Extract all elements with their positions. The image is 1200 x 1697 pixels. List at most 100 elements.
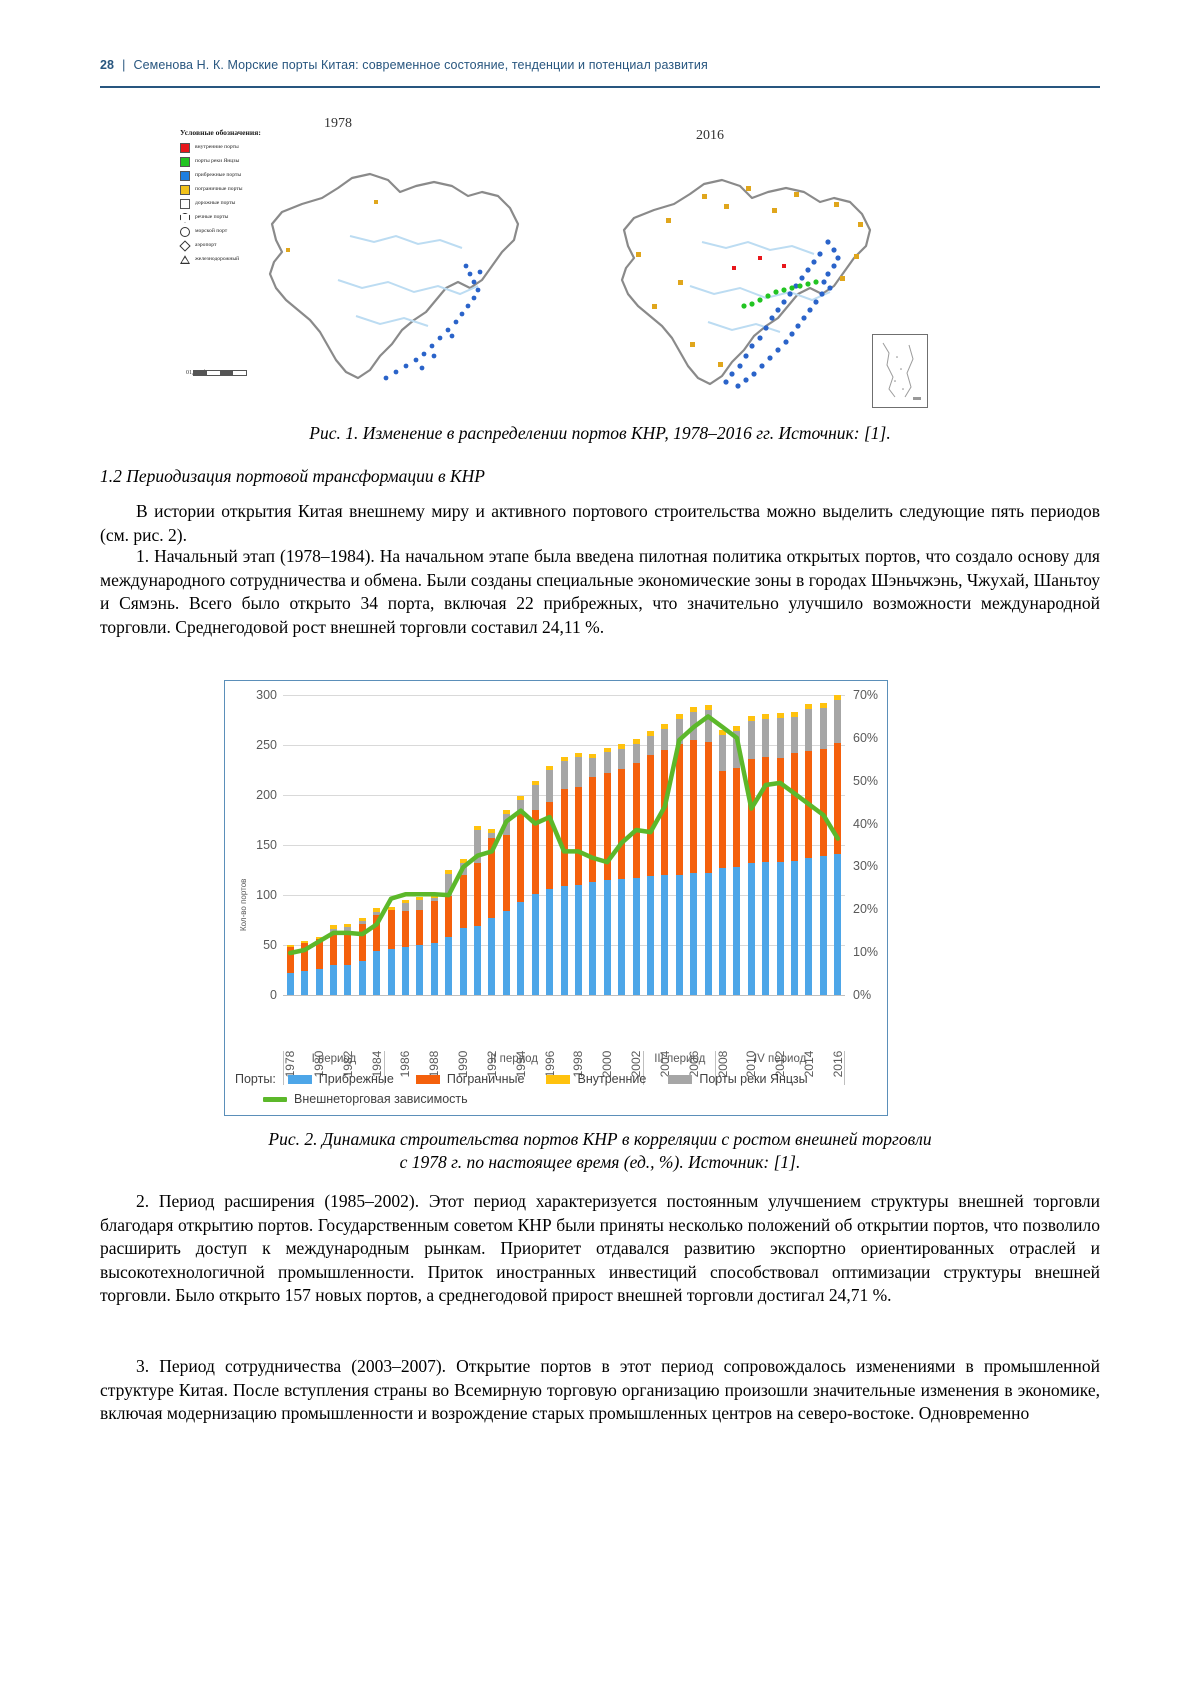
map-legend-label: морской порт [195, 229, 227, 235]
chart-bar-segment [618, 749, 625, 769]
chart-bar-segment [287, 973, 294, 995]
chart-legend: Порты: Прибрежные Пограничные Внутренние… [235, 1069, 875, 1109]
inland-color-swatch-icon [546, 1075, 570, 1084]
chart-bar-segment [402, 911, 409, 947]
legend-label-inland: Внутренние [577, 1072, 646, 1086]
chart-bar-segment [690, 740, 697, 873]
chart-bar-segment [690, 712, 697, 740]
chart-bar-segment [402, 947, 409, 995]
legend-key-coastal[interactable]: Прибрежные [288, 1072, 394, 1086]
chart-bar [777, 713, 784, 995]
chart-bar-segment [474, 926, 481, 995]
chart-bar-segment [445, 874, 452, 896]
chart-bar-segment [805, 751, 812, 858]
chart-bar-segment [834, 743, 841, 854]
chart-bar-segment [503, 835, 510, 911]
map-legend-label: порты реки Янцзы [195, 159, 239, 165]
chart-bar-segment [589, 882, 596, 995]
legend-label-border: Пограничные [447, 1072, 525, 1086]
page-number: 28 [100, 58, 114, 72]
chart-y2-tick-label: 70% [853, 688, 878, 702]
document-page: 28|Семенова Н. К. Морские порты Китая: с… [0, 0, 1200, 1697]
chart-bar [388, 907, 395, 995]
chart-bar-segment [532, 894, 539, 995]
chart-bar-segment [805, 709, 812, 751]
chart-bar [762, 714, 769, 995]
chart-bar-segment [503, 814, 510, 835]
chart-bar [316, 937, 323, 995]
chart-bar-segment [604, 773, 611, 880]
chart-bar-segment [661, 875, 668, 995]
figure-1-maps: 1978 2016 [178, 112, 928, 412]
chart-bar-segment [820, 708, 827, 749]
chart-bar [618, 744, 625, 995]
running-head-title: Семенова Н. К. Морские порты Китая: совр… [133, 58, 707, 72]
chart-bar-segment [791, 753, 798, 861]
chart-bar [805, 704, 812, 995]
chart-bar-segment [517, 814, 524, 902]
map-legend-item: прибрежные порты [180, 169, 288, 182]
legend-key-yangtze[interactable]: Порты реки Янцзы [668, 1072, 807, 1086]
chart-bar-segment [517, 902, 524, 995]
paragraph-period-2: 2. Период расширения (1985–2002). Этот п… [100, 1190, 1100, 1308]
map-legend-label: аэропорт [195, 243, 216, 249]
map-legend-label: внутренние порты [195, 145, 239, 151]
chart-bar-segment [791, 717, 798, 753]
chart-bar-segment [618, 769, 625, 879]
chart-bar-segment [359, 961, 366, 995]
chart-bar [647, 731, 654, 995]
legend-label-yangtze: Порты реки Янцзы [699, 1072, 807, 1086]
map-legend-label: пограничные порты [195, 187, 243, 193]
chart-bar-segment [575, 757, 582, 787]
chart-bar-segment [820, 749, 827, 856]
chart-bar-segment [690, 873, 697, 995]
inset-map-graphic [873, 335, 925, 405]
chart-bar-segment [604, 880, 611, 995]
running-head-separator: | [114, 58, 133, 72]
chart-bar-segment [460, 875, 467, 928]
legend-key-trade-dependency[interactable]: Внешнеторговая зависимость [263, 1092, 468, 1106]
chart-bar [474, 826, 481, 995]
chart-y-axis-title: Кол-во портов [239, 879, 248, 931]
chart-y2-tick-label: 50% [853, 774, 878, 788]
map-legend-label: дорожные порты [195, 201, 235, 207]
chart-bar-segment [834, 700, 841, 743]
chart-bar [488, 829, 495, 995]
chart-bar [445, 870, 452, 995]
chart-bar-segment [733, 867, 740, 995]
chart-y-tick-label: 200 [256, 788, 277, 802]
chart-y-tick-label: 50 [263, 938, 277, 952]
chart-bar-segment [633, 763, 640, 878]
map-legend-label: прибрежные порты [195, 173, 241, 179]
border-color-swatch-icon [416, 1075, 440, 1084]
chart-bar-segment [416, 910, 423, 945]
chart-bar [330, 925, 337, 995]
legend-key-border[interactable]: Пограничные [416, 1072, 525, 1086]
inland-ports-swatch-icon [180, 143, 190, 153]
chart-bar [532, 781, 539, 995]
chart-bar-segment [301, 971, 308, 995]
chart-bar [690, 707, 697, 995]
chart-bar [503, 810, 510, 995]
chart-y-tick-label: 100 [256, 888, 277, 902]
chart-bar-segment [633, 744, 640, 763]
chart-y2-tick-label: 40% [853, 817, 878, 831]
figure-2-caption-line-1: Рис. 2. Динамика строительства портов КН… [100, 1128, 1100, 1151]
chart-bar [359, 918, 366, 995]
river-port-hex-icon [180, 213, 190, 223]
chart-plot-area: 050100150200250300 0%10%20%30%40%50%60%7… [283, 695, 845, 995]
chart-bar-segment [575, 787, 582, 885]
chart-legend-row-2: Внешнеторговая зависимость [235, 1089, 875, 1109]
running-head-rule [100, 86, 1100, 88]
chart-bar-segment [805, 858, 812, 995]
chart-y-tick-label: 250 [256, 738, 277, 752]
map-legend-item: морской порт [180, 225, 288, 238]
chart-bar-segment [733, 768, 740, 867]
coastal-color-swatch-icon [288, 1075, 312, 1084]
map-legend-title: Условные обозначения: [180, 128, 288, 137]
chart-bar-segment [316, 969, 323, 995]
legend-key-inland[interactable]: Внутренние [546, 1072, 646, 1086]
chart-bar-segment [661, 750, 668, 875]
border-ports-swatch-icon [180, 185, 190, 195]
chart-bar-segment [488, 918, 495, 995]
